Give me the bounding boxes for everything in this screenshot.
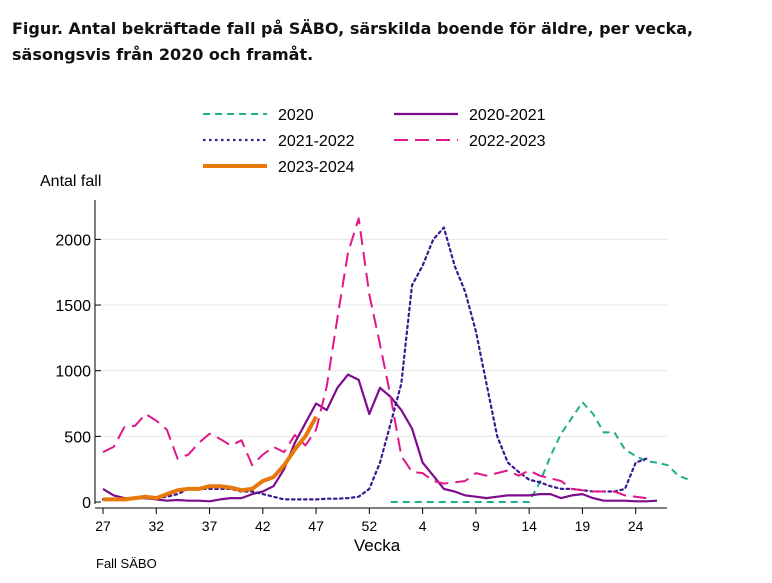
grid-lines bbox=[95, 238, 667, 437]
line-chart: 0 500 1000 1500 2000 27 32 37 42 47 52 4 9 14 19 24 202… bbox=[40, 107, 690, 571]
x-tick-label: 14 bbox=[521, 518, 537, 534]
x-tick-label: 4 bbox=[419, 518, 427, 534]
legend-label-2022-2023: 2022-2023 bbox=[469, 133, 546, 150]
x-tick-label: 47 bbox=[308, 518, 324, 534]
series-line-2020-2021 bbox=[102, 373, 658, 503]
x-tick-label: 32 bbox=[148, 518, 164, 534]
x-tick-label: 27 bbox=[95, 518, 111, 534]
series-line-2021-2022 bbox=[101, 226, 648, 501]
legend-label-2020-2021: 2020-2021 bbox=[469, 107, 546, 124]
chart-panel: 0 500 1000 1500 2000 27 32 37 42 47 52 4 9 14 19 24 202… bbox=[40, 88, 710, 578]
x-tick-label: 24 bbox=[628, 518, 644, 534]
axes: 0 500 1000 1500 2000 27 32 37 42 47 52 4 9 14 19 24 bbox=[55, 200, 667, 534]
series-line-2023-2024 bbox=[103, 415, 318, 502]
y-tick-label: 0 bbox=[82, 495, 91, 512]
y-tick-label: 500 bbox=[64, 429, 91, 446]
y-tick-label: 2000 bbox=[55, 232, 91, 249]
legend-label-2021-2022: 2021-2022 bbox=[278, 133, 355, 150]
y-tick-label: 1500 bbox=[55, 298, 91, 315]
x-tick-label: 9 bbox=[472, 518, 480, 534]
series-layer bbox=[101, 217, 690, 503]
x-tick-label: 42 bbox=[255, 518, 271, 534]
x-tick-label: 37 bbox=[202, 518, 218, 534]
legend: 2020 2020-2021 2021-2022 2022-2023 2023-2024 bbox=[203, 107, 546, 176]
figure-title: Figur. Antal bekräftade fall på SÄBO, sä… bbox=[12, 19, 694, 64]
series-line-2020 bbox=[390, 401, 690, 503]
legend-label-2023-2024: 2023-2024 bbox=[278, 159, 355, 176]
x-tick-label: 19 bbox=[575, 518, 591, 534]
x-axis-label: Vecka bbox=[354, 536, 401, 555]
x-tick-label: 52 bbox=[362, 518, 378, 534]
y-axis-label: Antal fall bbox=[40, 173, 101, 190]
source-note: Fall SÄBO bbox=[96, 556, 157, 571]
y-tick-label: 1000 bbox=[55, 364, 91, 381]
legend-label-2020: 2020 bbox=[278, 107, 314, 124]
series-line-2022-2023 bbox=[102, 217, 647, 500]
